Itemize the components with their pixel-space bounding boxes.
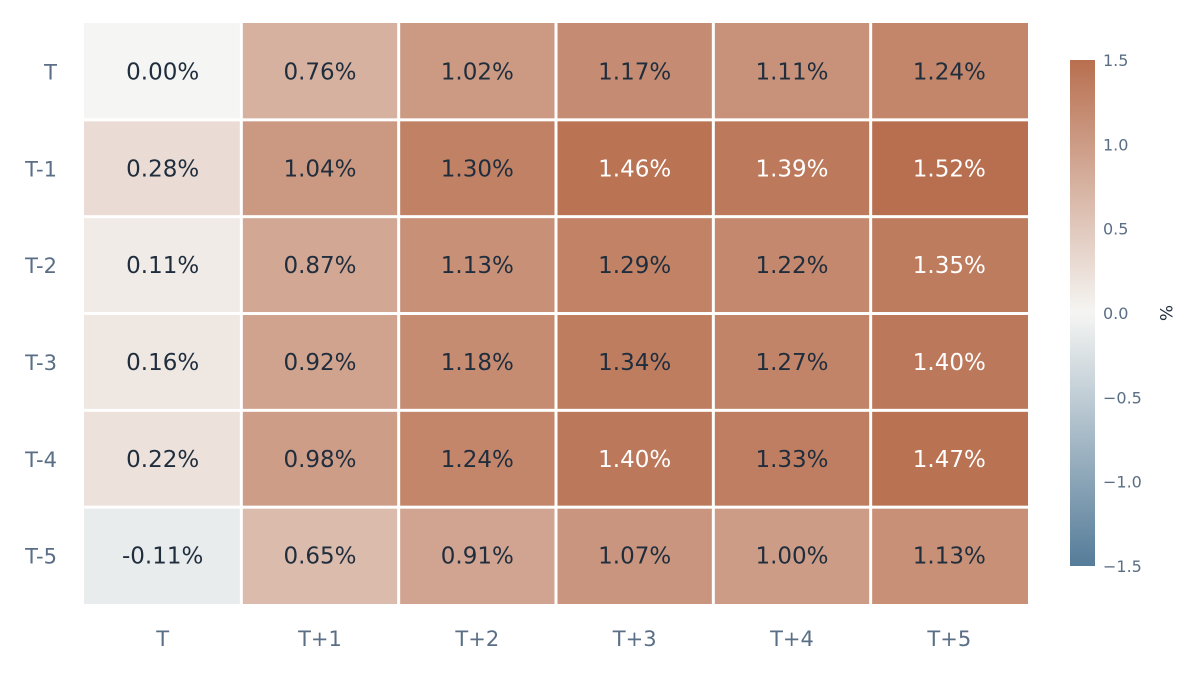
heatmap-cell [400,23,555,119]
cell-value-label: -0.11% [122,544,203,570]
heatmap-cell [242,411,398,506]
heatmap-cell [84,411,240,506]
heatmap-cell [400,121,555,216]
colorbar-tick-label: 0.5 [1103,220,1128,239]
x-axis-tick-labels: T T+1 T+2 T+3 T+4 T+5 [155,627,971,651]
heatmap-cell [872,315,1028,409]
y-tick-label: T-4 [24,448,57,472]
colorbar-tick-label: 1.0 [1103,135,1128,154]
heatmap-cell [557,23,712,119]
cell-value-label: 1.04% [283,156,356,182]
cell-value-label: 1.33% [755,447,828,473]
heatmap-cell [872,121,1028,216]
colorbar-tick-label: −1.5 [1103,557,1142,576]
heatmap-cell [242,508,398,604]
cell-value-label: 1.35% [913,253,986,279]
y-tick-label: T-1 [24,157,57,181]
cell-value-label: 1.39% [755,156,828,182]
heatmap-cell [557,218,712,312]
heatmap-cell [242,315,398,409]
y-axis-tick-labels: T T-1 T-2 T-3 T-4 T-5 [24,60,57,568]
heatmap-cell [400,411,555,506]
heatmap-cell [242,121,398,216]
heatmap-cell [400,315,555,409]
x-tick-label: T+3 [612,627,657,651]
cell-value-label: 0.22% [126,447,199,473]
cell-value-label: 1.11% [755,59,828,85]
heatmap-cell [872,218,1028,312]
heatmap-cell [557,411,712,506]
colorbar-title: % [1155,305,1175,321]
cell-value-label: 1.40% [913,350,986,376]
heatmap-cell [242,218,398,312]
cell-value-label: 1.47% [913,447,986,473]
cell-value-label: 0.98% [283,447,356,473]
heatmap-cell [242,23,398,119]
heatmap-cell [84,218,240,312]
cell-value-label: 1.13% [913,544,986,570]
cell-value-label: 0.91% [441,544,514,570]
cell-value-label: 1.24% [913,59,986,85]
cell-value-label: 1.29% [598,253,671,279]
heatmap-cell [714,23,870,119]
heatmap-cell [714,411,870,506]
colorbar-tick-label: 0.0 [1103,304,1128,323]
cell-value-label: 1.40% [598,447,671,473]
heatmap-cell [557,315,712,409]
heatmap-cell [872,411,1028,506]
heatmap-cell [872,508,1028,604]
heatmap-cell [84,23,240,119]
cell-value-label: 1.24% [441,447,514,473]
cell-value-label: 1.13% [441,253,514,279]
cell-value-label: 1.07% [598,544,671,570]
heatmap-cell [400,508,555,604]
cell-value-label: 1.17% [598,59,671,85]
heatmap-cells: 0.00% 0.76% 1.02% 1.17% 1.11% 1.24% 0.28% 1.04%… [84,23,1028,604]
colorbar-tick-label: −1.0 [1103,473,1142,492]
colorbar-tick-label: 1.5 [1103,51,1128,70]
heatmap-cell [557,121,712,216]
colorbar-gradient [1070,60,1095,566]
cell-value-label: 1.02% [441,59,514,85]
colorbar-tick-label: −0.5 [1103,388,1142,407]
heatmap-cell [872,23,1028,119]
colorbar: 1.5 1.0 0.5 0.0 −0.5 −1.0 −1.5 % [1070,51,1175,576]
y-tick-label: T-3 [24,351,57,375]
cell-value-label: 0.87% [283,253,356,279]
heatmap-cell [714,315,870,409]
cell-value-label: 0.76% [283,59,356,85]
heatmap-cell [714,508,870,604]
x-tick-label: T+1 [297,627,342,651]
heatmap-cell [84,315,240,409]
cell-value-label: 1.00% [755,544,828,570]
cell-value-label: 0.28% [126,156,199,182]
x-tick-label: T [155,627,169,651]
cell-value-label: 0.16% [126,350,199,376]
heatmap-cell [84,508,240,604]
cell-value-label: 1.34% [598,350,671,376]
cell-value-label: 1.52% [913,156,986,182]
cell-value-label: 1.18% [441,350,514,376]
heatmap-cell [400,218,555,312]
x-tick-label: T+2 [454,627,499,651]
x-tick-label: T+4 [769,627,814,651]
y-tick-label: T-5 [24,545,57,569]
heatmap-cell [84,121,240,216]
cell-value-label: 1.46% [598,156,671,182]
cell-value-label: 0.65% [283,544,356,570]
heatmap-cell [714,121,870,216]
cell-value-label: 0.11% [126,253,199,279]
heatmap-cell [714,218,870,312]
cell-value-label: 0.00% [126,59,199,85]
cell-value-label: 0.92% [283,350,356,376]
heatmap-cell [557,508,712,604]
x-tick-label: T+5 [926,627,971,651]
cell-value-label: 1.27% [755,350,828,376]
y-tick-label: T-2 [24,254,57,278]
colorbar-tick-labels: 1.5 1.0 0.5 0.0 −0.5 −1.0 −1.5 [1103,51,1142,576]
cell-value-label: 1.22% [755,253,828,279]
cell-value-label: 1.30% [441,156,514,182]
y-tick-label: T [43,60,57,84]
